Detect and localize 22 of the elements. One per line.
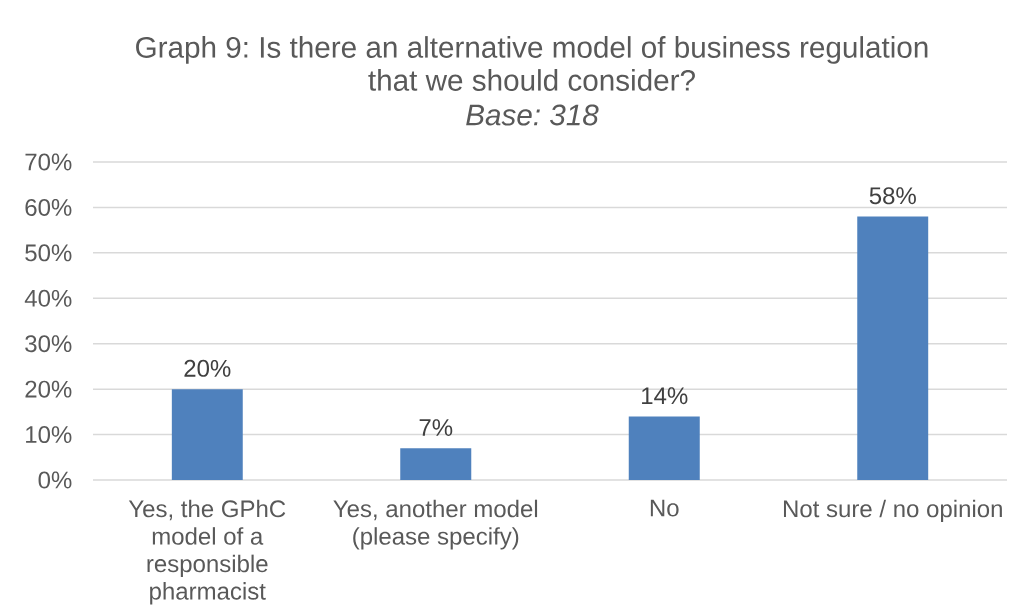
y-tick-label: 0% (38, 471, 72, 489)
data-label: 58% (869, 187, 916, 205)
y-tick-label: 60% (25, 198, 72, 216)
y-tick-label: 30% (25, 335, 72, 353)
y-tick-label: 10% (26, 426, 72, 444)
bar (400, 448, 472, 480)
y-tick-label: 70% (25, 153, 72, 171)
chart-subtitle: Base: 318 (466, 104, 599, 126)
y-tick-label: 40% (24, 289, 72, 307)
data-label: 14% (642, 387, 688, 405)
y-tick-label: 50% (25, 244, 72, 262)
x-tick-label: Not sure / no opinion (783, 499, 1002, 523)
x-tick-label: Yes, another model (please specify) (333, 499, 538, 550)
chart-title: Graph 9: Is there an alternative model of business regulation that we should consider? (136, 36, 928, 91)
bar (857, 216, 929, 480)
data-label: 7% (419, 419, 453, 436)
y-tick-label: 20% (25, 380, 72, 398)
bar (171, 389, 243, 480)
data-label: 20% (184, 359, 231, 377)
bar (628, 416, 700, 480)
x-tick-label: No (650, 499, 679, 517)
x-tick-label: Yes, the GPhC model of a responsible pharmacist (128, 499, 286, 605)
